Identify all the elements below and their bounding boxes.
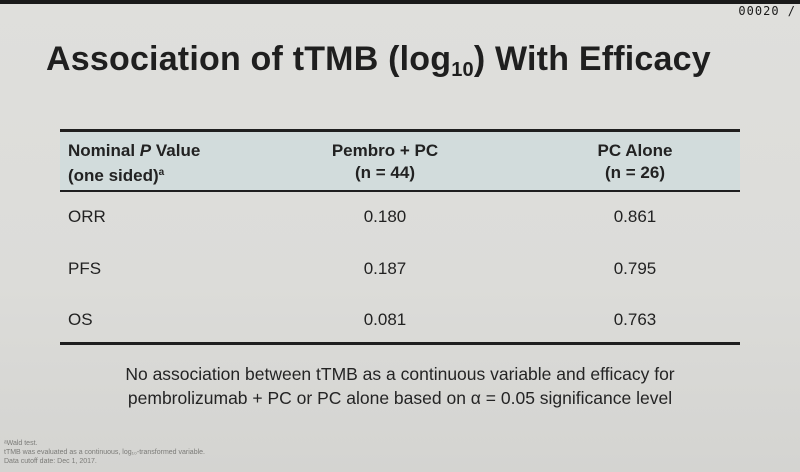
footnote: Data cutoff date: Dec 1, 2017. [4, 458, 97, 465]
table-cell-pembro-pc: 0.187 [363, 259, 407, 278]
footnote: ᵃWald test. [4, 440, 38, 447]
conclusion-note: No association between tTMB as a continu… [60, 362, 740, 410]
column-header-line: (one sided)a [68, 166, 165, 185]
conclusion-line: pembrolizumab + PC or PC alone based on … [127, 388, 673, 408]
table-top-rule [60, 129, 740, 132]
table-cell-endpoint: ORR [68, 207, 106, 226]
column-header-line: PC Alone [597, 141, 673, 160]
column-header-line: Nominal P Value [68, 141, 201, 160]
conclusion-line: No association between tTMB as a continu… [125, 364, 675, 384]
column-header-p-value: Nominal P Value (one sided)a [68, 140, 200, 187]
table-header-band [60, 132, 740, 190]
top-strip [0, 0, 800, 4]
slide-number: 00020 / [738, 4, 796, 18]
footnote: tTMB was evaluated as a continuous, log₁… [4, 449, 205, 456]
footnote-marker: a [158, 167, 165, 178]
column-header-pc-alone: PC Alone (n = 26) [550, 140, 720, 184]
column-header-line: (n = 26) [605, 163, 665, 182]
table-cell-pc-alone: 0.795 [613, 259, 657, 278]
title-text-end: ) With Efficacy [473, 40, 711, 78]
table-cell-pembro-pc: 0.180 [363, 207, 407, 226]
table-cell-endpoint: PFS [68, 259, 102, 278]
column-header-pembro-pc: Pembro + PC (n = 44) [300, 140, 470, 184]
table-cell-pembro-pc: 0.081 [363, 310, 407, 329]
table-cell-endpoint: OS [68, 310, 93, 329]
title-subscript: 10 [451, 59, 474, 81]
table-cell-pc-alone: 0.861 [613, 207, 657, 226]
table-bottom-rule [60, 342, 740, 345]
column-header-line: Pembro + PC [331, 141, 439, 160]
footnotes: ᵃWald test. tTMB was evaluated as a cont… [4, 439, 205, 466]
table-cell-pc-alone: 0.763 [613, 310, 657, 329]
slide-title: Association of tTMB (log10) With Efficac… [46, 40, 711, 82]
column-header-line: (n = 44) [355, 163, 415, 182]
title-text: Association of tTMB (log [46, 40, 452, 78]
table-header-rule [60, 190, 740, 192]
